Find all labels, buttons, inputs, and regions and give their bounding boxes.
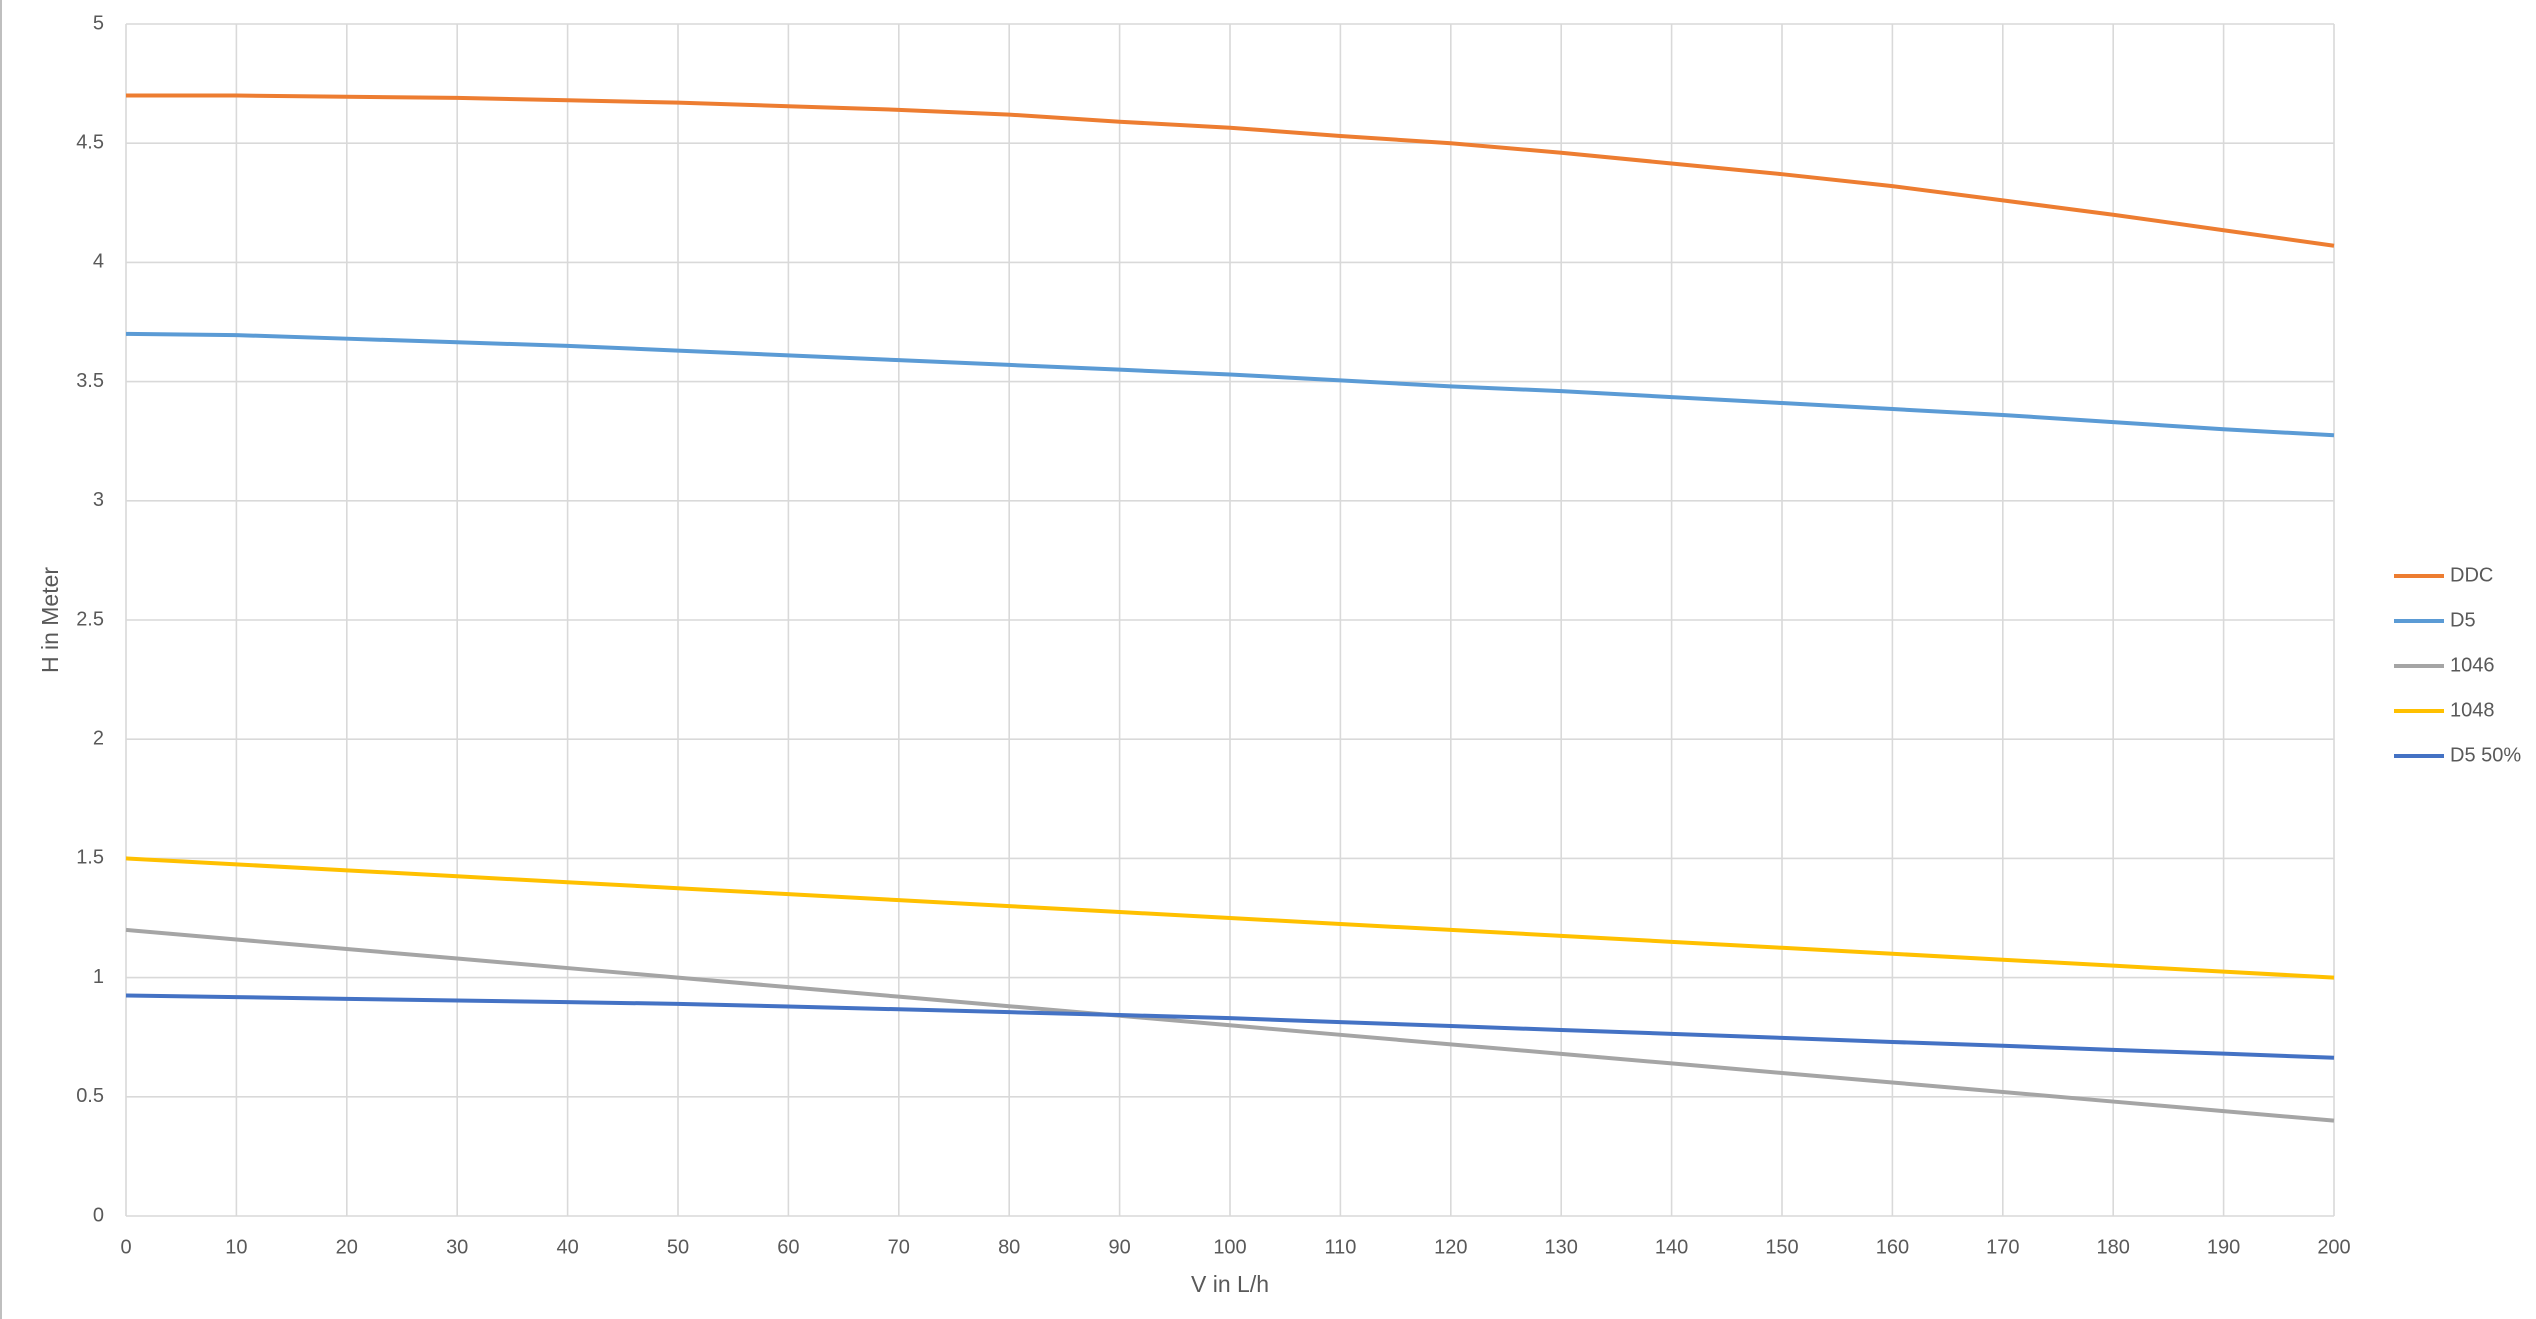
series-line bbox=[125, 331, 2335, 438]
legend-label: 1046 bbox=[2450, 654, 2495, 676]
x-tick-label: 200 bbox=[2317, 1236, 2350, 1258]
y-tick-label: 3 bbox=[93, 489, 104, 511]
x-tick-label: 30 bbox=[446, 1236, 468, 1258]
x-tick-label: 80 bbox=[998, 1236, 1020, 1258]
x-tick-label: 110 bbox=[1324, 1236, 1356, 1258]
y-tick-label: 0.5 bbox=[76, 1085, 104, 1107]
x-tick-label: 120 bbox=[1434, 1236, 1467, 1258]
legend-label: DDC bbox=[2450, 564, 2493, 586]
x-axis-title: V in L/h bbox=[1191, 1271, 1269, 1297]
legend-label: 1048 bbox=[2450, 699, 2495, 721]
series-line bbox=[125, 927, 2335, 1123]
x-tick-label: 60 bbox=[777, 1236, 799, 1258]
x-tick-label: 130 bbox=[1545, 1236, 1578, 1258]
x-tick-label: 140 bbox=[1655, 1236, 1688, 1258]
series-line bbox=[125, 993, 2335, 1060]
y-tick-label: 2 bbox=[93, 727, 104, 749]
y-tick-label: 1 bbox=[93, 966, 104, 988]
series-line bbox=[125, 856, 2335, 980]
x-tick-label: 50 bbox=[667, 1236, 689, 1258]
x-tick-label: 180 bbox=[2097, 1236, 2130, 1258]
x-tick-label: 150 bbox=[1765, 1236, 1798, 1258]
legend-label: D5 bbox=[2450, 609, 2476, 631]
y-tick-label: 2.5 bbox=[76, 608, 104, 630]
y-tick-label: 0 bbox=[93, 1204, 104, 1226]
y-tick-label: 5 bbox=[93, 12, 104, 34]
x-tick-label: 170 bbox=[1986, 1236, 2019, 1258]
x-tick-label: 40 bbox=[556, 1236, 578, 1258]
x-tick-label: 190 bbox=[2207, 1236, 2240, 1258]
legend-label: D5 50% bbox=[2450, 744, 2521, 766]
x-tick-label: 90 bbox=[1108, 1236, 1130, 1258]
series-line bbox=[126, 93, 2335, 248]
x-tick-label: 0 bbox=[120, 1236, 131, 1258]
x-tick-label: 160 bbox=[1876, 1236, 1909, 1258]
x-tick-label: 20 bbox=[336, 1236, 358, 1258]
y-tick-label: 4.5 bbox=[76, 131, 104, 153]
y-axis-title: H in Meter bbox=[37, 567, 63, 673]
y-tick-label: 1.5 bbox=[76, 847, 104, 869]
x-tick-label: 10 bbox=[225, 1236, 247, 1258]
x-tick-label: 100 bbox=[1213, 1236, 1246, 1258]
x-tick-label: 70 bbox=[888, 1236, 910, 1258]
y-tick-label: 4 bbox=[93, 251, 104, 273]
y-tick-label: 3.5 bbox=[76, 370, 104, 392]
